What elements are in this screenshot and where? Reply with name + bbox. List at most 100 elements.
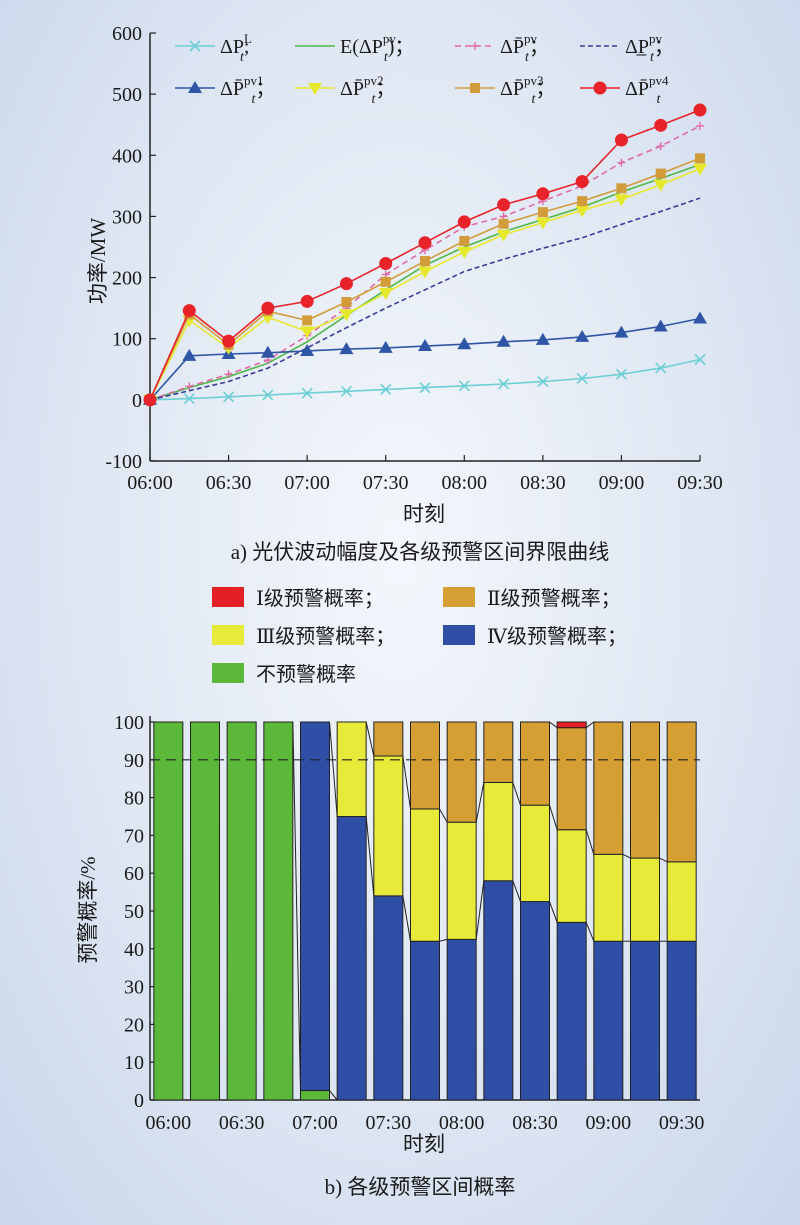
chart-a-series-8 <box>143 103 707 407</box>
chart-a-point <box>496 334 511 347</box>
chart-b-connector <box>475 880 485 940</box>
chart-a-point <box>693 311 707 324</box>
chart-b-ytick-label: 100 <box>114 712 144 734</box>
chart-b-segment-iv <box>556 921 587 1101</box>
chart-a-point <box>575 205 590 218</box>
chart-b-ytick-label: 20 <box>124 1014 144 1036</box>
chart-b-segment-iv <box>336 816 367 1101</box>
chart-b-legend-label: Ⅳ级预警概率； <box>487 625 627 648</box>
chart-a-point <box>694 353 706 366</box>
chart-a-series-line <box>149 167 701 401</box>
chart-a-point <box>341 297 352 308</box>
chart-a-point <box>380 383 392 396</box>
chart-a-point <box>614 133 628 147</box>
chart-b-ytick-label: 70 <box>124 825 144 847</box>
chart-b-bar-13 <box>593 721 624 1101</box>
chart-a-point <box>575 175 589 189</box>
chart-b-segment-ii <box>410 721 440 810</box>
chart-a-legend-marker <box>470 83 480 93</box>
chart-a-legend-item: ΔP̄pv3 t； <box>455 73 555 107</box>
chart-b-segment-ii <box>520 721 550 806</box>
chart-a-ytick-label: 0 <box>132 390 142 412</box>
chart-a-point <box>615 368 627 380</box>
chart-a-legend-label: ΔP̄pv4 t <box>625 73 669 107</box>
chart-b-axes: 0 10 20 30 40 50 60 70 80 90 100 06:00 06:30 07:00 07:… <box>114 712 704 1134</box>
chart-b-connectors <box>292 721 668 1101</box>
chart-a-series-7 <box>145 153 705 405</box>
chart-a-point <box>420 256 430 267</box>
chart-a-ylabel: 功率/MW <box>86 218 110 305</box>
chart-b-bar-5 <box>300 721 330 1101</box>
chart-a-legend-item: ΔP̄pv1 t； <box>175 73 275 107</box>
chart-b-bar-11 <box>520 721 550 1101</box>
chart-b-legend-label: Ⅰ级预警概率； <box>256 587 384 610</box>
chart-a-point <box>261 301 275 315</box>
chart-a-point <box>182 304 196 318</box>
chart-b-segment-iii <box>410 808 440 942</box>
chart-a-xlabel: 时刻 <box>403 502 445 526</box>
chart-a-point <box>575 329 590 342</box>
chart-a-legend-item: ΔP̄pv2 t； <box>295 73 395 107</box>
chart-b-bar-10 <box>483 721 514 1101</box>
chart-b-segment-none <box>226 721 257 1101</box>
chart-b-connector <box>512 782 521 806</box>
chart-b-segment-iv <box>666 940 697 1101</box>
chart-a-legend-marker <box>308 83 322 95</box>
chart-b-segment-iv <box>483 880 514 1101</box>
chart-b-bar-14 <box>630 721 660 1101</box>
chart-b-connector <box>585 922 595 942</box>
chart-b-bar-3 <box>226 721 257 1101</box>
chart-a-series-1 <box>144 353 706 406</box>
chart-a-xtick-label: 09:30 <box>677 472 723 494</box>
chart-b-legend-label: Ⅲ级预警概率； <box>256 625 395 648</box>
chart-a-point <box>223 391 235 403</box>
chart-a-legend-marker <box>188 81 202 93</box>
chart-b-ytick-label: 90 <box>124 750 144 772</box>
chart-b-segment-iv <box>593 940 624 1101</box>
chart-b-segment-iii <box>556 829 587 923</box>
chart-b-segment-ii <box>630 721 660 859</box>
chart-a-point <box>183 393 195 405</box>
chart-b-ytick-label: 40 <box>124 939 144 961</box>
chart-a-legend-marker <box>593 81 607 95</box>
chart-a-ytick-label: 300 <box>112 206 142 228</box>
chart-b-legend-label: Ⅱ级预警概率； <box>487 587 621 610</box>
chart-a-legend-label: ΔP̲pv t； <box>625 31 674 65</box>
chart-b-xtick-label: 06:00 <box>146 1112 192 1134</box>
chart-a-point <box>656 142 665 151</box>
chart-b-connector <box>585 829 595 855</box>
chart-a-legend-item: ΔPL t; <box>175 31 252 65</box>
chart-b-connector <box>439 938 448 942</box>
chart-b-legend-swatch <box>212 587 244 607</box>
chart-b-connector <box>659 857 668 863</box>
chart-a-point <box>418 266 432 279</box>
chart-b-xtick-label: 07:30 <box>366 1112 412 1134</box>
chart-a-point <box>695 153 705 164</box>
chart-a-caption: a) 光伏波动幅度及各级预警区间界限曲线 <box>231 540 610 564</box>
chart-a-point <box>300 326 315 339</box>
chart-b-xtick-label: 08:30 <box>512 1112 558 1134</box>
chart-a-point <box>380 276 391 287</box>
chart-a-legend-item: E(ΔPpv t)； <box>295 31 414 65</box>
chart-b-legend-item: Ⅰ级预警概率； <box>212 587 384 610</box>
chart-b-connector <box>549 721 558 729</box>
chart-b-segment-ii <box>446 721 477 823</box>
chart-a-xtick-label: 08:30 <box>520 472 566 494</box>
chart-b-connector <box>329 1090 338 1101</box>
chart-a-point <box>143 393 157 407</box>
chart-a-point <box>185 382 194 391</box>
chart-b-ytick-label: 30 <box>124 977 144 999</box>
chart-b-segment-ii <box>593 721 624 855</box>
chart-a-point <box>537 375 549 388</box>
chart-b-bar-2 <box>190 721 220 1101</box>
chart-a-xtick-label: 08:00 <box>442 472 488 494</box>
chart-a-series-5 <box>143 311 707 405</box>
chart-b-legend-item: Ⅳ级预警概率； <box>443 625 627 648</box>
chart-a-legend-label: ΔP̄pv2 t； <box>340 73 395 107</box>
chart-b-segment-i <box>556 721 587 729</box>
chart-a-point <box>419 382 431 394</box>
chart-b-segment-iii <box>630 857 660 942</box>
chart-a-legend-item: ΔP̲pv t； <box>580 31 674 65</box>
chart-b-segment-none <box>190 721 220 1101</box>
